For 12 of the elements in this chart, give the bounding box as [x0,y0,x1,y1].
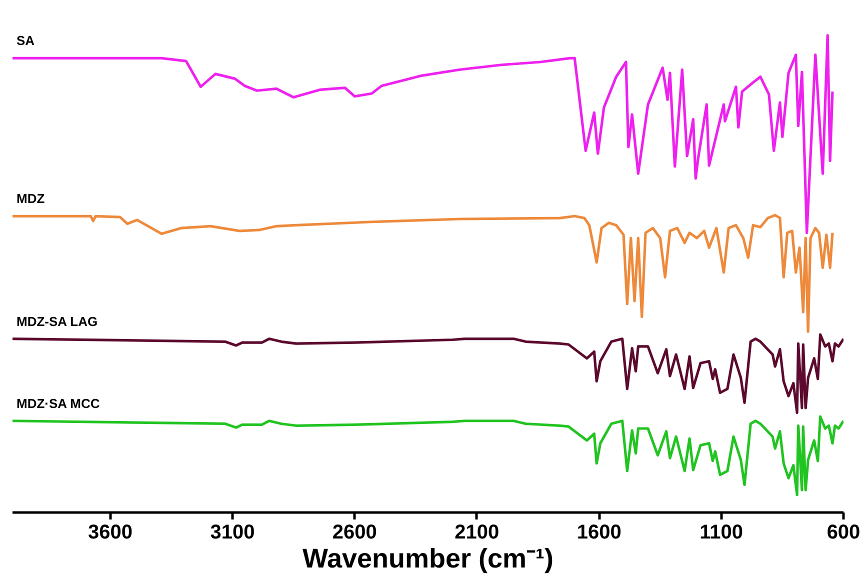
x-tick-label: 3600 [88,522,133,544]
series-label: MDZ·SA MCC [16,396,100,411]
x-tick-label: 3100 [210,522,255,544]
x-tick-label: 2600 [332,522,377,544]
series-label: MDZ [16,191,45,206]
x-tick-label: 1600 [576,522,622,544]
x-axis-title: Wavenumber (cm⁻¹) [302,544,554,574]
x-tick-label: 600 [826,522,860,544]
x-tick-label: 1100 [700,522,743,544]
x-tick-label: 2100 [454,522,500,544]
series-label: MDZ-SA LAG [16,314,98,329]
series-label: SA [16,33,36,48]
